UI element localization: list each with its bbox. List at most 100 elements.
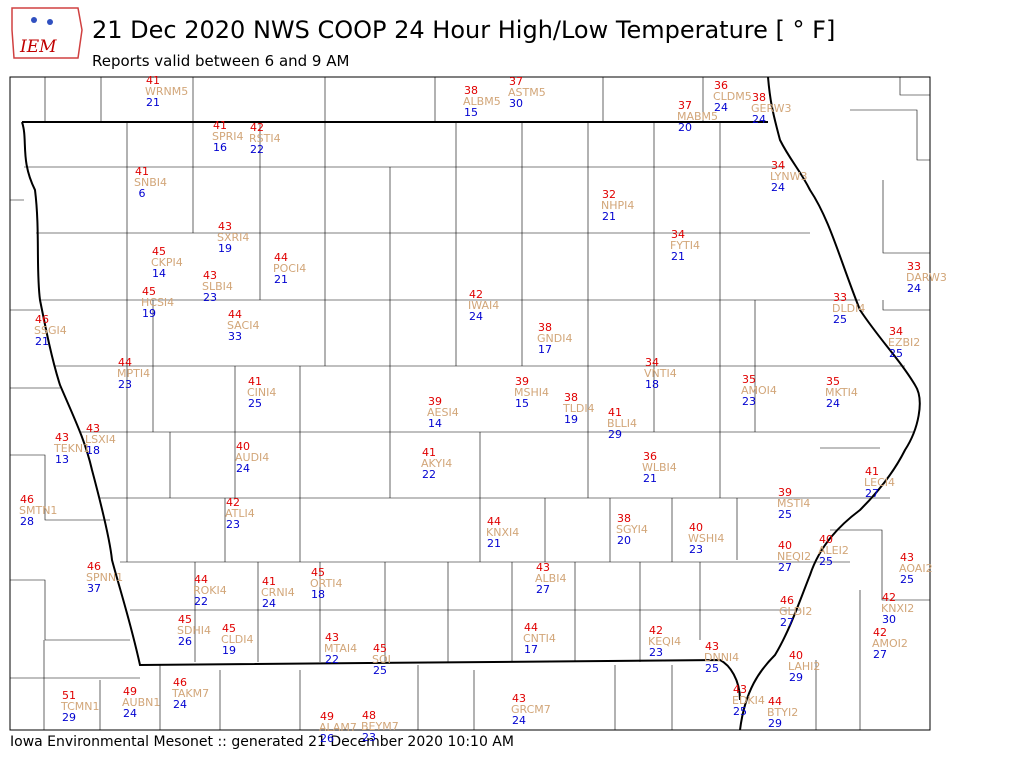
high-temp: 42 <box>882 591 896 604</box>
station-id: SXRI4 <box>217 231 249 244</box>
high-temp: 51 <box>62 689 76 702</box>
station-id: GNDI4 <box>537 332 572 345</box>
station-id: CLDM5 <box>713 90 752 103</box>
low-temp: 21 <box>643 472 657 485</box>
station-id: HCSI4 <box>141 296 174 309</box>
high-temp: 35 <box>826 375 840 388</box>
station-id: SMTN1 <box>19 504 57 517</box>
low-temp: 22 <box>422 468 436 481</box>
high-temp: 42 <box>250 121 264 134</box>
low-temp: 22 <box>325 653 339 666</box>
station-id: LYNW3 <box>770 170 808 183</box>
station-id: CLDI4 <box>221 633 254 646</box>
low-temp: 21 <box>146 96 160 109</box>
high-temp: 49 <box>320 710 334 723</box>
high-temp: 41 <box>146 74 160 87</box>
station-id: CINI4 <box>247 386 276 399</box>
station-id: TCMN1 <box>60 700 99 713</box>
station-id: MSTI4 <box>777 497 810 510</box>
station-id: DNNI4 <box>704 651 739 664</box>
low-temp: 20 <box>678 121 692 134</box>
subtitle: Reports valid between 6 and 9 AM <box>92 52 349 70</box>
low-temp: 30 <box>509 97 523 110</box>
station-id: WSHI4 <box>688 532 724 545</box>
station-id: BTYI2 <box>767 706 798 719</box>
high-temp: 34 <box>671 228 685 241</box>
station-id: SSGI4 <box>34 324 67 337</box>
low-temp: 21 <box>487 537 501 550</box>
station-id: WLBI4 <box>642 461 677 474</box>
county-line <box>44 77 930 311</box>
high-temp: 42 <box>469 288 483 301</box>
logo: IEM <box>11 7 83 59</box>
high-temp: 33 <box>907 260 921 273</box>
low-temp: 21 <box>602 210 616 223</box>
low-temp: 37 <box>87 582 101 595</box>
low-temp: 15 <box>515 397 529 410</box>
county-lines <box>10 77 930 730</box>
high-temp: 44 <box>228 308 242 321</box>
high-temp: 40 <box>789 649 803 662</box>
low-temp: 25 <box>889 347 903 360</box>
high-temp: 34 <box>771 159 785 172</box>
low-temp: 19 <box>218 242 232 255</box>
low-temp: 28 <box>20 515 34 528</box>
station-id: AKYI4 <box>421 457 452 470</box>
low-temp: 25 <box>373 664 387 677</box>
low-temp: 24 <box>771 181 785 194</box>
low-temp: 23 <box>689 543 703 556</box>
station-id: BLLI4 <box>607 417 637 430</box>
station-id: SACI4 <box>227 319 259 332</box>
low-temp: 14 <box>152 267 166 280</box>
high-temp: 45 <box>178 613 192 626</box>
station-id: TLDI4 <box>562 402 595 415</box>
low-temp: 23 <box>226 518 240 531</box>
station-id: SLBI4 <box>202 280 233 293</box>
station-id: MABM5 <box>677 110 718 123</box>
station-id: AMOI2 <box>872 637 908 650</box>
station-id: AMOI4 <box>741 384 777 397</box>
station-id: KEQI4 <box>648 635 681 648</box>
station-id: DARW3 <box>906 271 947 284</box>
low-temp: 21 <box>274 273 288 286</box>
high-temp: 43 <box>536 561 550 574</box>
high-temp: 49 <box>123 685 137 698</box>
high-temp: 38 <box>464 84 478 97</box>
station-id: BEYM7 <box>361 720 399 733</box>
station-id: GERW3 <box>751 102 792 115</box>
high-temp: 45 <box>142 285 156 298</box>
station-plots: 41WRNM52138ALBM51537ASTM53036CLDM52438GE… <box>19 74 947 745</box>
low-temp: 24 <box>752 113 766 126</box>
station-id: GRCM7 <box>511 703 551 716</box>
station-id: CKPI4 <box>151 256 183 269</box>
high-temp: 32 <box>602 188 616 201</box>
high-temp: 45 <box>152 245 166 258</box>
high-temp: 42 <box>873 626 887 639</box>
station-id: AESI4 <box>427 406 459 419</box>
high-temp: 45 <box>373 642 387 655</box>
high-temp: 39 <box>428 395 442 408</box>
low-temp: 19 <box>222 644 236 657</box>
high-temp: 45 <box>311 566 325 579</box>
high-temp: 40 <box>236 440 250 453</box>
